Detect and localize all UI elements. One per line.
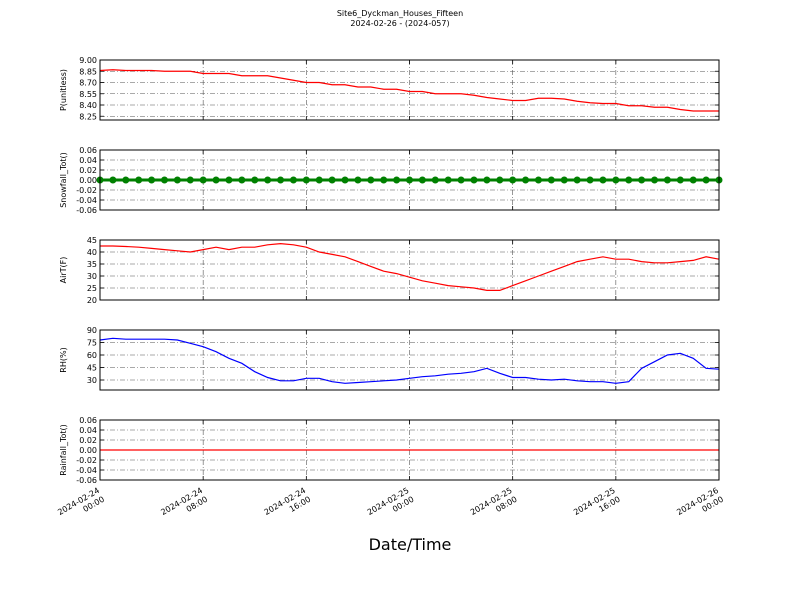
data-point [225, 176, 233, 184]
y-tick-label: 25 [87, 284, 97, 293]
y-axis-label: P(unitless) [59, 69, 68, 111]
data-point [470, 176, 478, 184]
data-point [264, 176, 272, 184]
y-tick-label: 9.00 [79, 56, 97, 65]
data-point [702, 176, 710, 184]
data-point [212, 176, 220, 184]
data-point [173, 176, 181, 184]
data-point [289, 176, 297, 184]
y-tick-label: 30 [87, 272, 97, 281]
y-tick-label: 75 [87, 339, 97, 348]
data-point [302, 176, 310, 184]
data-point [534, 176, 542, 184]
y-tick-label: 0.04 [79, 426, 97, 435]
data-point [560, 176, 568, 184]
y-tick-label: 60 [87, 351, 97, 360]
data-point [367, 176, 375, 184]
chart-subtitle: 2024-02-26 - (2024-057) [350, 19, 449, 28]
plot-frame [99, 419, 720, 481]
y-tick-label: 45 [87, 364, 97, 373]
data-point [676, 176, 684, 184]
data-point [148, 176, 156, 184]
data-point [431, 176, 439, 184]
data-point [573, 176, 581, 184]
y-tick-label: -0.04 [76, 466, 97, 475]
y-axis-label: Snowfall_Tot() [59, 152, 68, 208]
data-point [122, 176, 130, 184]
data-point [663, 176, 671, 184]
y-tick-label: 0.00 [79, 446, 97, 455]
plot-frame [99, 59, 720, 121]
x-axis-label: Date/Time [369, 535, 452, 554]
data-point [354, 176, 362, 184]
y-tick-label: 8.85 [79, 67, 97, 76]
y-tick-label: 90 [87, 326, 97, 335]
data-point [651, 176, 659, 184]
data-point [277, 176, 285, 184]
data-point [638, 176, 646, 184]
y-tick-label: 8.70 [79, 79, 97, 88]
y-tick-label: -0.04 [76, 196, 97, 205]
plot-frame [99, 329, 720, 391]
y-tick-label: 0.04 [79, 156, 97, 165]
data-point [109, 176, 117, 184]
y-tick-label: 0.06 [79, 416, 97, 425]
data-point [457, 176, 465, 184]
data-point [586, 176, 594, 184]
data-point [522, 176, 530, 184]
y-tick-label: 8.40 [79, 101, 97, 110]
y-tick-label: 0.02 [79, 436, 97, 445]
data-line [100, 242, 720, 291]
data-point [341, 176, 349, 184]
data-point [199, 176, 207, 184]
data-point [160, 176, 168, 184]
data-line [99, 69, 719, 112]
data-point [547, 176, 555, 184]
data-point [483, 176, 491, 184]
y-tick-label: 0.00 [79, 176, 97, 185]
y-tick-label: 35 [87, 260, 97, 269]
y-axis-label: AirT(F) [59, 257, 68, 284]
y-tick-label: 8.55 [79, 90, 97, 99]
y-tick-label: 45 [87, 236, 97, 245]
y-axis-label: Rainfall_Tot() [59, 424, 68, 476]
data-point [418, 176, 426, 184]
plot-frame [99, 149, 720, 211]
data-point [380, 176, 388, 184]
data-point [238, 176, 246, 184]
data-point [328, 176, 336, 184]
y-tick-label: 8.25 [79, 112, 97, 121]
y-tick-label: 0.06 [79, 146, 97, 155]
data-point [406, 176, 413, 184]
data-point [251, 176, 259, 184]
y-tick-label: 0.02 [79, 166, 97, 175]
data-point [135, 176, 143, 184]
data-point [496, 176, 504, 184]
y-tick-label: -0.06 [76, 206, 97, 215]
y-tick-label: 40 [87, 248, 97, 257]
y-tick-label: 30 [87, 376, 97, 385]
y-axis-label: RH(%) [59, 347, 68, 372]
data-point [599, 176, 607, 184]
y-tick-label: -0.02 [76, 186, 97, 195]
chart-title: Site6_Dyckman_Houses_Fifteen [337, 9, 463, 18]
y-tick-label: 20 [87, 296, 97, 305]
data-point [625, 176, 633, 184]
data-point [509, 176, 517, 184]
y-tick-label: -0.06 [76, 476, 97, 485]
data-point [689, 176, 697, 184]
data-point [444, 176, 452, 184]
y-tick-label: -0.02 [76, 456, 97, 465]
data-line [99, 337, 720, 384]
plot-frame [99, 239, 720, 301]
data-point [612, 176, 620, 184]
data-point [315, 176, 323, 184]
data-point [186, 176, 194, 184]
data-point [393, 176, 401, 184]
